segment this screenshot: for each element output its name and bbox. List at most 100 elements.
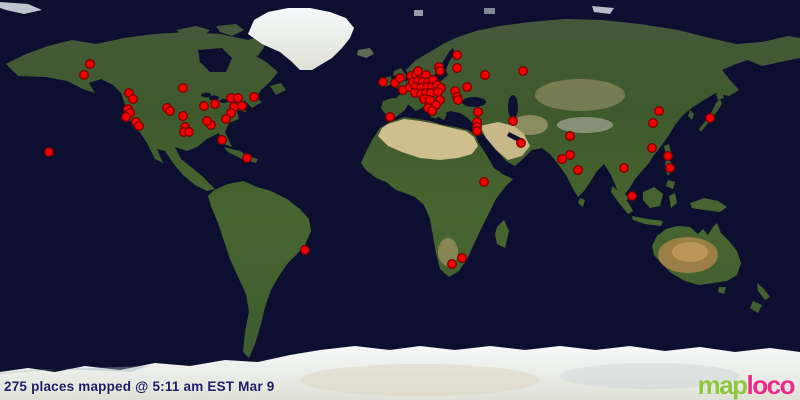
place-marker	[221, 114, 231, 124]
place-marker	[249, 92, 259, 102]
island-sri-lanka	[578, 198, 585, 207]
sea-ice	[592, 6, 614, 14]
place-marker	[427, 106, 437, 116]
island-new-guinea	[690, 198, 727, 212]
place-marker	[479, 177, 489, 187]
island-java	[632, 216, 663, 226]
island-sulawesi	[669, 193, 677, 208]
place-marker	[480, 70, 490, 80]
place-marker	[178, 111, 188, 121]
place-marker	[452, 63, 462, 73]
island-hokkaido	[716, 92, 724, 100]
island-borneo	[643, 187, 663, 208]
place-marker	[665, 163, 675, 173]
place-marker	[413, 66, 423, 76]
sea-ice	[0, 2, 42, 14]
sea-caspian	[508, 95, 518, 119]
place-marker	[217, 135, 227, 145]
place-marker	[435, 66, 445, 76]
desert-kalahari	[438, 238, 458, 266]
place-marker	[178, 83, 188, 93]
place-marker	[557, 154, 567, 164]
sea-hudson-bay	[198, 48, 232, 72]
place-marker	[457, 253, 467, 263]
sea-red	[474, 132, 500, 172]
peninsula-greece	[439, 112, 447, 120]
place-marker	[573, 165, 583, 175]
place-marker	[647, 143, 657, 153]
markers-layer	[44, 50, 715, 269]
plateau-tibet	[557, 117, 613, 133]
place-marker	[663, 151, 673, 161]
place-marker	[385, 112, 395, 122]
place-marker	[128, 94, 138, 104]
place-marker	[447, 259, 457, 269]
desert-outback-core	[672, 242, 708, 262]
peninsula-iberia	[381, 98, 409, 117]
place-marker	[233, 93, 243, 103]
antarctica-shading	[0, 366, 150, 374]
place-marker	[210, 99, 220, 109]
lake-superior	[201, 92, 211, 98]
island-sakhalin	[710, 78, 715, 92]
place-marker	[705, 113, 715, 123]
lake-erie-ontario	[219, 99, 229, 103]
desert-gobi	[535, 79, 625, 111]
place-marker	[433, 87, 443, 97]
island-madagascar	[495, 220, 509, 248]
place-marker	[654, 106, 664, 116]
island-new-zealand-south	[750, 301, 762, 313]
place-marker	[518, 66, 528, 76]
desert-iran	[512, 115, 548, 135]
place-marker	[121, 112, 131, 122]
place-marker	[619, 163, 629, 173]
place-marker	[85, 59, 95, 69]
place-marker	[378, 77, 388, 87]
place-marker	[452, 50, 462, 60]
island-newfoundland	[270, 83, 286, 95]
place-marker	[462, 82, 472, 92]
continent-south-america	[208, 181, 311, 358]
island-tasmania	[718, 287, 726, 294]
place-marker	[79, 70, 89, 80]
place-marker	[242, 153, 252, 163]
continent-antarctica	[0, 346, 800, 400]
maploco-logo[interactable]: maploco	[697, 370, 796, 400]
sea-black	[462, 97, 486, 107]
place-marker	[565, 150, 575, 160]
place-marker	[453, 95, 463, 105]
place-marker	[300, 245, 310, 255]
island-sumatra	[611, 186, 633, 214]
place-marker	[184, 127, 194, 137]
place-marker	[627, 191, 637, 201]
island-arctic-archipelago	[216, 24, 244, 36]
status-text: 275 places mapped @ 5:11 am EST Mar 9	[4, 379, 275, 394]
island-cuba	[224, 147, 248, 159]
place-marker	[165, 106, 175, 116]
logo-part-map: map	[697, 370, 748, 400]
place-marker	[202, 116, 212, 126]
logo-part-loco: loco	[746, 370, 796, 400]
place-marker	[472, 126, 482, 136]
place-marker	[565, 131, 575, 141]
greenland	[248, 8, 354, 70]
island-iceland	[357, 48, 374, 58]
sea-ice	[484, 8, 495, 14]
place-marker	[134, 121, 144, 131]
peninsula-korea	[688, 110, 694, 120]
island-baffin	[238, 38, 266, 56]
place-marker	[237, 101, 247, 111]
place-marker	[395, 73, 405, 83]
continent-eurasia	[396, 19, 800, 201]
island-mindanao	[666, 180, 675, 189]
island-arctic-archipelago	[176, 26, 210, 38]
place-marker	[199, 101, 209, 111]
sea-ice	[414, 10, 423, 16]
island-new-zealand-north	[757, 283, 770, 300]
place-marker	[516, 138, 526, 148]
place-marker	[508, 116, 518, 126]
continent-africa	[361, 117, 513, 277]
desert-sahara	[378, 119, 478, 160]
